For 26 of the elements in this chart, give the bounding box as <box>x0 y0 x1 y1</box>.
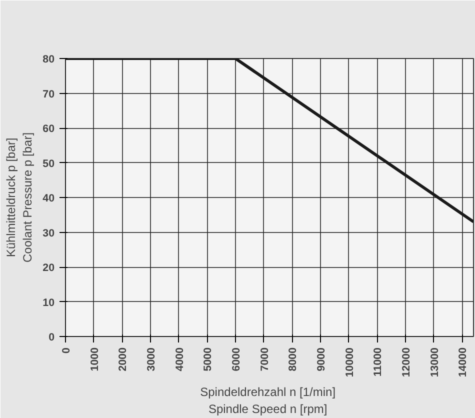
x-tick-label: 5000 <box>202 347 214 372</box>
y-tick-label: 30 <box>42 227 55 240</box>
x-tick-label: 2000 <box>117 347 130 372</box>
x-tick-label: 6000 <box>230 347 242 372</box>
y-tick-label: 60 <box>42 123 55 135</box>
x-tick-label: 11000 <box>372 347 384 377</box>
x-tick-label: 8000 <box>287 347 300 372</box>
x-tick-label: 12000 <box>400 347 412 378</box>
x-tick-label: 3000 <box>146 347 158 372</box>
x-tick-label: 7000 <box>258 347 271 372</box>
x-tick-label: 10000 <box>344 347 356 378</box>
x-tick-label: 0 <box>60 347 72 354</box>
y-tick-label: 70 <box>42 88 55 100</box>
x-tick-label: 13000 <box>428 347 441 378</box>
y-tick-label: 40 <box>42 192 55 204</box>
y-tick-label: 80 <box>42 54 55 66</box>
x-tick-label: 4000 <box>174 347 186 372</box>
x-tick-label: 1000 <box>88 347 101 372</box>
y-axis-title: Kühlmitteldruck p [bar] Coolant Pressure p [bar] <box>4 132 35 263</box>
y-tick-label: 10 <box>42 296 55 309</box>
y-tick-label: 0 <box>48 332 55 344</box>
y-tick-label: 50 <box>42 158 55 170</box>
x-tick-label: 14000 <box>457 347 470 378</box>
y-tick-label: 20 <box>42 262 55 274</box>
x-axis-title: Spindeldrehzahl n [1/min] Spindle Speed n [rpm] <box>200 385 336 416</box>
x-tick-label: 9000 <box>316 347 328 372</box>
